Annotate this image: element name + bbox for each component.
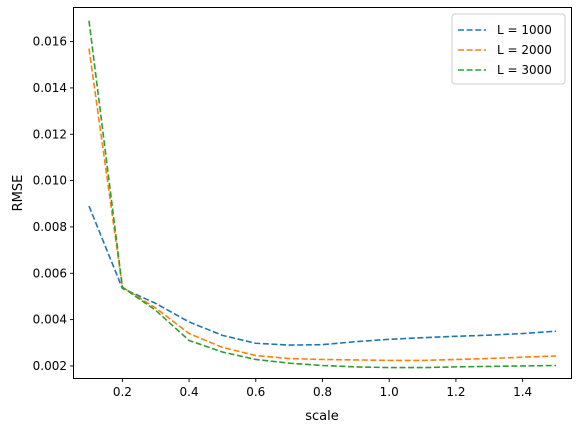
legend-label-3: L = 3000: [497, 63, 552, 77]
y-axis-label: RMSE: [11, 175, 26, 212]
legend-label-2: L = 2000: [497, 43, 552, 57]
x-tick-label: 1.2: [446, 385, 465, 399]
legend: L = 1000 L = 2000 L = 3000: [451, 13, 566, 85]
series-layer: [88, 20, 557, 369]
series-line-3: [88, 20, 557, 369]
y-tick-label: 0.014: [33, 81, 67, 95]
y-tick-label: 0.006: [33, 266, 67, 280]
legend-label-1: L = 1000: [497, 23, 552, 37]
y-axis: 0.002 0.004 0.006 0.008 0.010 0.012 0.014 0.016: [33, 35, 74, 373]
series-line-2: [88, 48, 557, 362]
x-tick-label: 0.8: [313, 385, 332, 399]
y-tick-label: 0.004: [33, 313, 67, 327]
y-tick-label: 0.008: [33, 220, 67, 234]
x-axis: 0.2 0.4 0.6 0.8 1.0 1.2 1.4: [113, 378, 532, 399]
legend-frame: [451, 13, 566, 85]
x-tick-label: 0.2: [113, 385, 132, 399]
x-tick-label: 1.4: [513, 385, 532, 399]
y-tick-label: 0.016: [33, 35, 67, 49]
x-axis-label: scale: [305, 409, 339, 424]
y-tick-label: 0.010: [33, 174, 67, 188]
x-tick-label: 0.6: [246, 385, 265, 399]
x-tick-label: 0.4: [180, 385, 199, 399]
series-line-1: [88, 205, 557, 346]
x-tick-label: 1.0: [380, 385, 399, 399]
y-tick-label: 0.002: [33, 359, 67, 373]
y-tick-label: 0.012: [33, 127, 67, 141]
